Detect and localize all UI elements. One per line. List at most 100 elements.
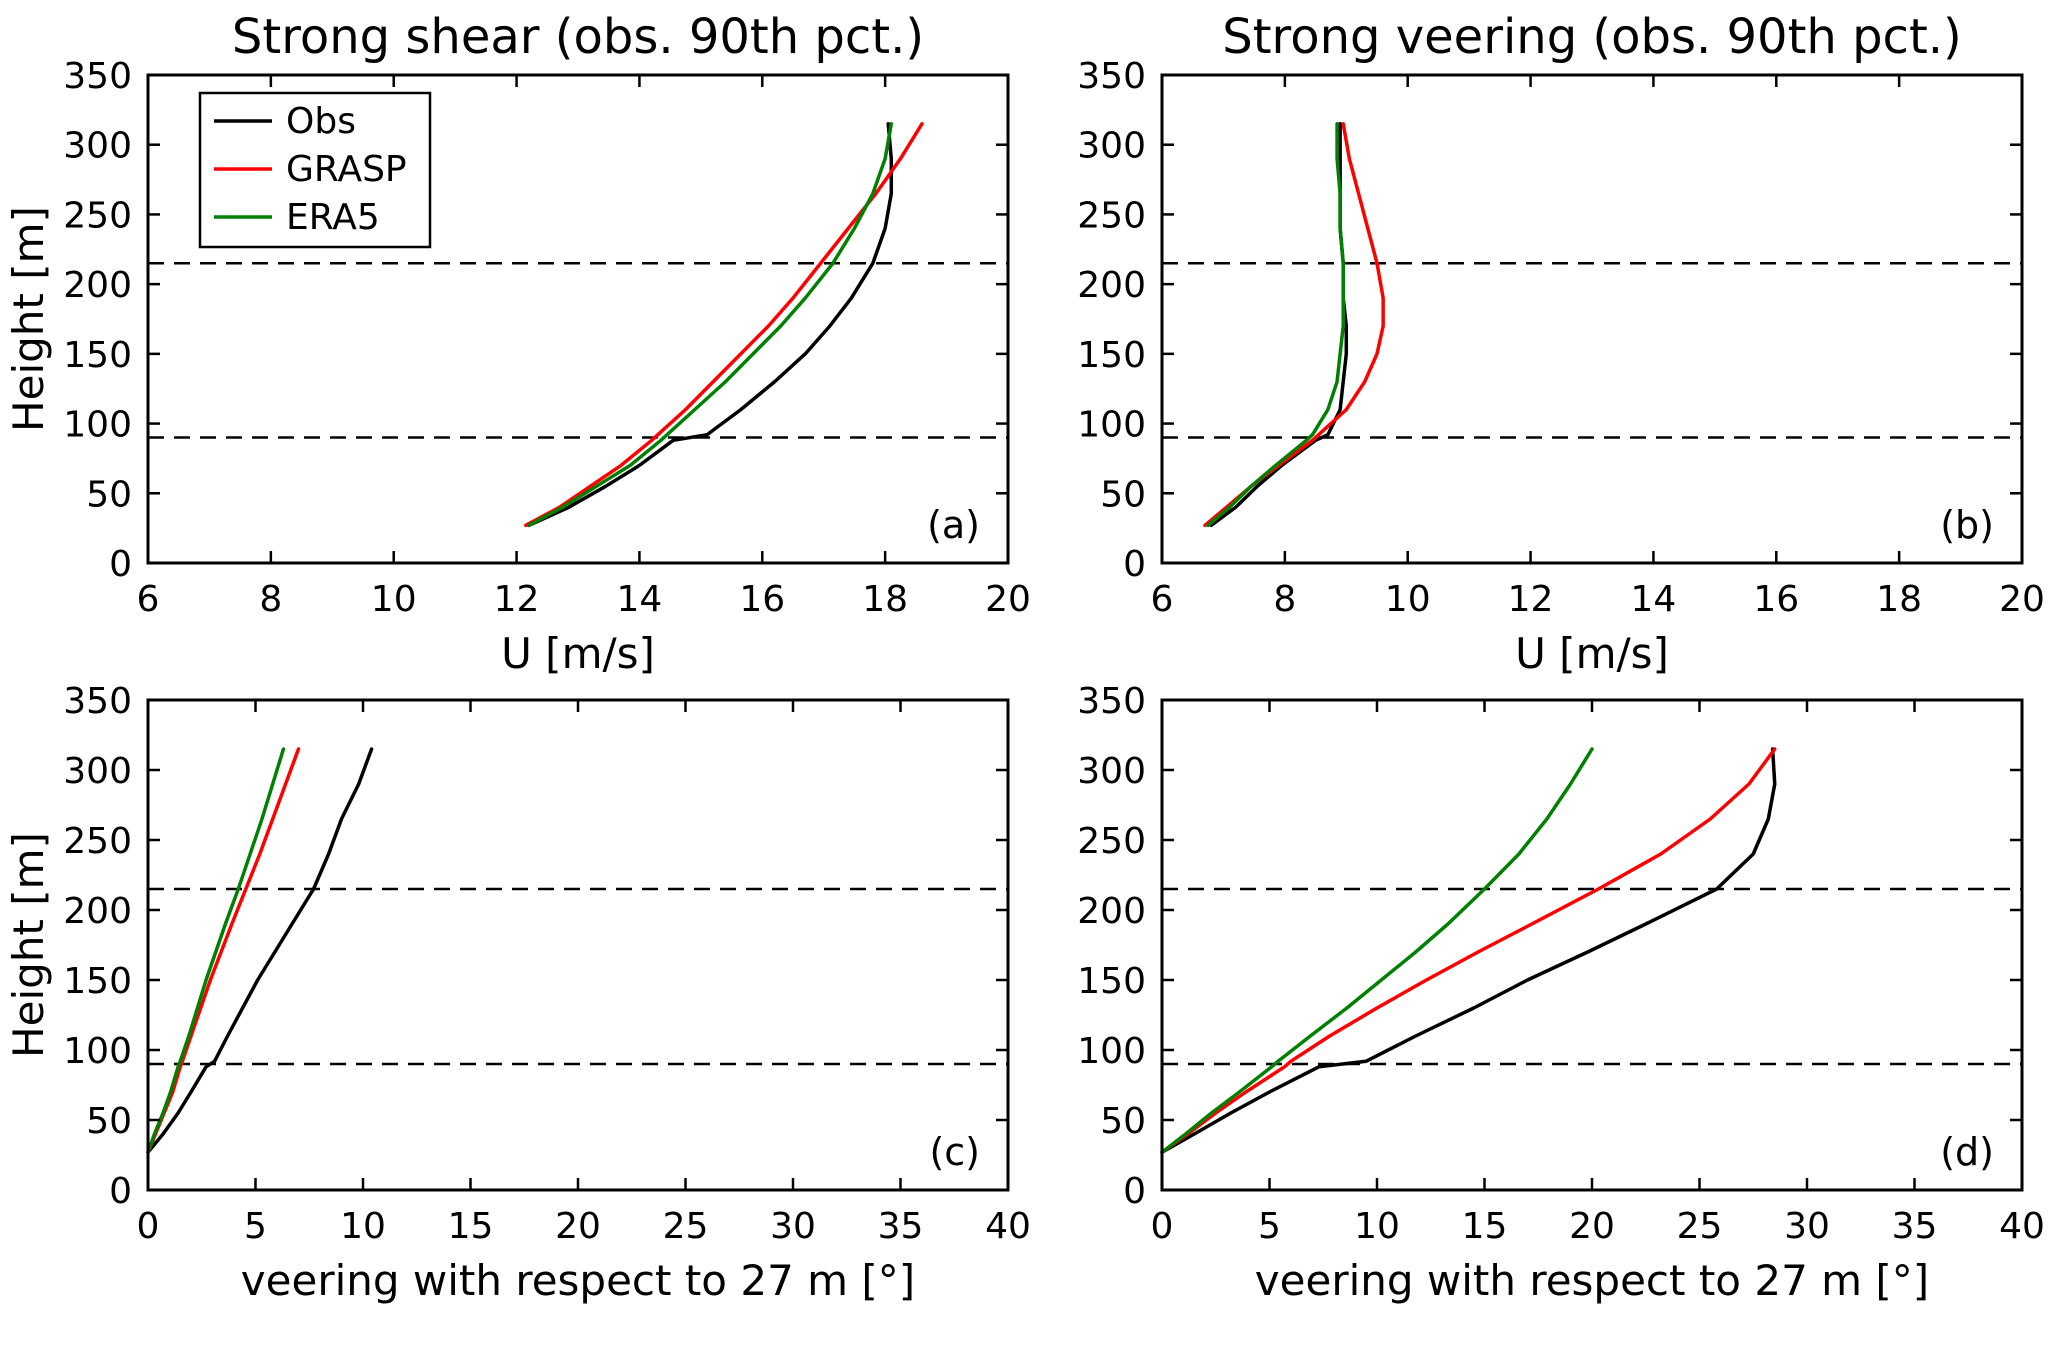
x-axis-label-a: U [m/s] (501, 629, 655, 678)
x-tick-label: 18 (862, 579, 908, 620)
x-tick-label: 10 (1354, 1206, 1400, 1247)
legend: Obs GRASP ERA5 (198, 91, 432, 249)
x-tick-label: 40 (985, 1206, 1031, 1247)
y-tick-label: 50 (86, 474, 132, 515)
y-tick-label: 100 (1077, 405, 1146, 446)
x-axis-label-d: veering with respect to 27 m [°] (1255, 1256, 1929, 1305)
y-tick-label: 150 (1077, 961, 1146, 1002)
panel-d: 0 5 10 15 20 25 30 35 40 0 50 100 150 200 250 300 350 vee… (1077, 681, 2045, 1305)
legend-label-era5: ERA5 (286, 197, 380, 238)
x-tick-label: 14 (617, 579, 663, 620)
series-obs-a (527, 122, 894, 528)
y-tick-label: 0 (109, 544, 132, 585)
panel-label-b: (b) (1940, 503, 1994, 547)
x-tick-label: 30 (1784, 1206, 1830, 1247)
x-tick-label: 40 (1999, 1206, 2045, 1247)
axes-frame-b (1160, 73, 2024, 565)
axes-frame-d (1160, 698, 2024, 1192)
legend-label-obs: Obs (286, 101, 356, 142)
panel-label-d: (d) (1940, 1130, 1994, 1174)
x-tick-label: 18 (1876, 579, 1922, 620)
y-tick-label: 250 (1077, 821, 1146, 862)
y-tick-label: 150 (63, 961, 132, 1002)
series-era5-b (1206, 122, 1345, 528)
y-tick-label: 250 (63, 821, 132, 862)
panel-title-b: Strong veering (obs. 90th pct.) (1222, 9, 1962, 65)
x-tick-label: 12 (1508, 579, 1554, 620)
x-tick-label: 10 (371, 579, 417, 620)
x-tick-label: 5 (244, 1206, 267, 1247)
y-tick-label: 50 (1100, 1101, 1146, 1142)
y-tick-label: 200 (1077, 265, 1146, 306)
y-tick-label: 100 (63, 1031, 132, 1072)
x-axis-label-b: U [m/s] (1515, 629, 1669, 678)
y-tick-label: 350 (63, 681, 132, 722)
x-tick-label: 0 (1151, 1206, 1174, 1247)
x-tick-label: 30 (770, 1206, 816, 1247)
y-tick-label: 150 (63, 335, 132, 376)
x-tick-label: 12 (494, 579, 540, 620)
series-obs-c (146, 747, 374, 1154)
y-tick-label: 200 (63, 891, 132, 932)
y-tick-label: 300 (63, 126, 132, 167)
y-tick-label: 300 (1077, 126, 1146, 167)
y-tick-label: 300 (63, 751, 132, 792)
panel-a: 6 8 10 12 14 16 18 20050100150200250300350Stron… (4, 9, 1031, 678)
panel-c: 0 5 10 15 20 25 30 35 40 0 50 100 150 200 250 300 350 vee… (4, 681, 1031, 1305)
x-tick-label: 6 (137, 579, 160, 620)
x-tick-label: 6 (1151, 579, 1174, 620)
y-tick-label: 250 (63, 195, 132, 236)
series-era5-a (527, 122, 894, 528)
series-era5-c (146, 747, 286, 1154)
panel-label-c: (c) (929, 1130, 980, 1174)
series-grasp-a (524, 122, 924, 528)
y-tick-label: 50 (1100, 474, 1146, 515)
x-tick-label: 15 (1462, 1206, 1508, 1247)
axes-frame-a (146, 73, 1010, 565)
x-tick-label: 16 (739, 579, 785, 620)
y-tick-label: 350 (63, 56, 132, 97)
panel-label-a: (a) (927, 503, 980, 547)
x-tick-label: 10 (1385, 579, 1431, 620)
y-tick-label: 200 (1077, 891, 1146, 932)
x-tick-label: 10 (340, 1206, 386, 1247)
x-tick-label: 15 (448, 1206, 494, 1247)
x-tick-label: 5 (1258, 1206, 1281, 1247)
x-tick-label: 25 (1677, 1206, 1723, 1247)
y-tick-label: 50 (86, 1101, 132, 1142)
series-era5-d (1160, 747, 1594, 1154)
y-axis-label-a: Height [m] (4, 206, 53, 432)
y-tick-label: 350 (1077, 681, 1146, 722)
x-tick-label: 8 (1273, 579, 1296, 620)
y-tick-label: 200 (63, 265, 132, 306)
x-tick-label: 20 (985, 579, 1031, 620)
panel-title-a: Strong shear (obs. 90th pct.) (232, 9, 924, 65)
y-tick-label: 250 (1077, 195, 1146, 236)
series-grasp-d (1160, 747, 1777, 1154)
series-grasp-b (1203, 122, 1385, 528)
legend-label-grasp: GRASP (286, 149, 407, 190)
legend-box (198, 91, 432, 249)
panel-b: 6 8 10 12 14 16 18 20050100150200250300350Stron… (1077, 9, 2045, 678)
y-tick-label: 150 (1077, 335, 1146, 376)
y-tick-label: 300 (1077, 751, 1146, 792)
x-tick-label: 20 (1569, 1206, 1615, 1247)
x-tick-label: 35 (878, 1206, 924, 1247)
x-axis-label-c: veering with respect to 27 m [°] (241, 1256, 915, 1305)
y-tick-label: 0 (1123, 1171, 1146, 1212)
series-obs-d (1160, 747, 1777, 1154)
x-tick-label: 16 (1753, 579, 1799, 620)
x-tick-label: 20 (1999, 579, 2045, 620)
x-tick-label: 25 (663, 1206, 709, 1247)
x-tick-label: 35 (1892, 1206, 1938, 1247)
y-tick-label: 350 (1077, 56, 1146, 97)
y-tick-label: 100 (1077, 1031, 1146, 1072)
y-tick-label: 0 (1123, 544, 1146, 585)
x-tick-label: 0 (137, 1206, 160, 1247)
x-tick-label: 14 (1631, 579, 1677, 620)
y-axis-label-c: Height [m] (4, 832, 53, 1058)
x-tick-label: 8 (259, 579, 282, 620)
x-tick-label: 20 (555, 1206, 601, 1247)
